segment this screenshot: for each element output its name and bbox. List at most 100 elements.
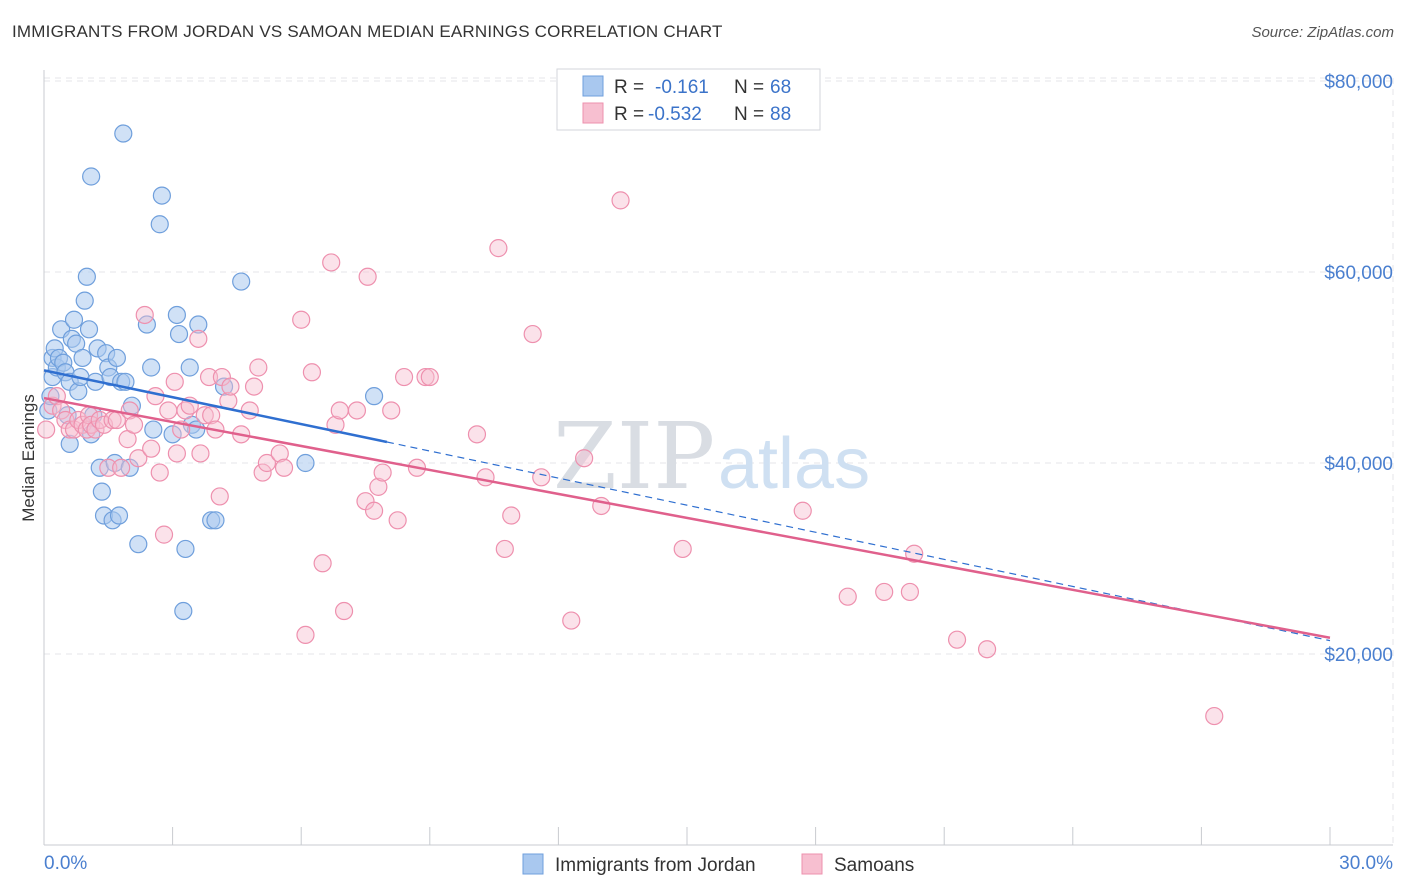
data-point-jordan (174, 601, 193, 621)
data-point-jordan (73, 348, 92, 368)
data-point-samoans (191, 444, 210, 463)
data-point-samoans (322, 253, 341, 272)
bottom-legend: Immigrants from Jordan Samoans (522, 853, 914, 876)
data-point-samoans (495, 539, 514, 559)
data-point-samoans (388, 511, 407, 530)
data-point-jordan (189, 315, 208, 334)
data-point-samoans (195, 406, 214, 425)
data-point-samoans (257, 453, 277, 473)
data-point-jordan (92, 482, 111, 501)
data-point-samoans (249, 358, 268, 377)
trend-line-jordan (43, 369, 388, 444)
trend-lines (43, 369, 1331, 642)
legend-n-value-samoans: 88 (770, 104, 791, 125)
data-point-jordan (64, 310, 84, 329)
x-tick-labels: 0.0% 30.0% (44, 853, 1393, 874)
x-tick-label-max: 30.0% (1339, 853, 1393, 874)
axes (43, 70, 1393, 846)
data-point-samoans (977, 640, 997, 659)
data-point-samoans (142, 439, 161, 458)
bottom-legend-swatch-samoans (801, 853, 823, 875)
data-point-jordan (144, 420, 163, 439)
data-point-samoans (112, 458, 131, 477)
legend-r-value-jordan: -0.161 (655, 77, 709, 98)
data-point-samoans (189, 329, 208, 348)
data-point-jordan (163, 425, 182, 444)
data-point-jordan (109, 506, 129, 525)
data-point-jordan (169, 324, 189, 344)
data-point-samoans (502, 506, 521, 525)
data-point-jordan (60, 434, 79, 453)
legend: R = -0.161 N = 68 R = -0.532 N = 88 (556, 68, 821, 131)
data-point-samoans (274, 458, 294, 477)
data-point-samoans (467, 425, 487, 444)
legend-n-label-jordan: N = (734, 77, 764, 98)
x-tick-label-min: 0.0% (44, 853, 87, 874)
data-point-samoans (64, 420, 84, 439)
data-point-jordan (167, 305, 186, 325)
data-point-samoans (347, 401, 367, 420)
data-point-jordan (82, 167, 101, 186)
data-point-samoans (244, 377, 264, 396)
data-point-samoans (330, 401, 349, 420)
bottom-legend-label-jordan: Immigrants from Jordan (555, 855, 756, 876)
data-point-samoans (240, 401, 259, 420)
data-point-samoans (135, 305, 154, 325)
data-point-jordan (77, 267, 96, 286)
data-point-samoans (793, 501, 812, 520)
data-point-samoans (358, 267, 377, 286)
legend-swatch-jordan (582, 75, 604, 97)
data-point-samoans (270, 444, 289, 463)
gridlines (44, 77, 1394, 845)
data-point-jordan (176, 539, 195, 559)
data-point-samoans (150, 463, 169, 482)
data-point-samoans (154, 525, 174, 544)
data-point-jordan (79, 320, 99, 339)
data-point-samoans (373, 463, 392, 482)
data-point-samoans (489, 239, 508, 258)
legend-n-label-samoans: N = (734, 104, 764, 125)
data-point-samoans (210, 487, 229, 506)
legend-r-label-samoans: R = (614, 104, 644, 125)
y-axis-label: Median Earnings (19, 394, 38, 522)
watermark-atlas: atlas (718, 424, 870, 504)
data-point-samoans (86, 420, 105, 439)
data-point-samoans (532, 468, 551, 487)
data-point-jordan (180, 358, 199, 377)
data-point-samoans (611, 191, 630, 210)
watermark: ZIP atlas (553, 403, 870, 510)
data-point-samoans (394, 367, 414, 387)
y-tick-label: $40,000 (1324, 454, 1393, 475)
data-point-samoans (124, 415, 144, 434)
data-point-jordan (129, 535, 148, 554)
data-point-jordan (296, 453, 315, 473)
data-point-samoans (416, 367, 435, 387)
y-tick-label: $80,000 (1324, 72, 1393, 93)
data-point-samoans (575, 449, 594, 468)
data-point-samoans (673, 539, 692, 559)
data-point-samoans (476, 468, 495, 487)
data-point-samoans (99, 458, 118, 477)
data-point-samoans (313, 554, 332, 573)
data-point-samoans (167, 444, 186, 463)
data-point-samoans (129, 449, 148, 468)
data-point-jordan (232, 272, 251, 291)
data-point-samoans (562, 611, 581, 630)
data-point-jordan (150, 215, 169, 234)
legend-r-label-jordan: R = (614, 77, 644, 98)
data-point-samoans (905, 544, 924, 563)
data-point-jordan (107, 348, 126, 368)
data-point-jordan (206, 511, 225, 530)
data-point-samoans (326, 415, 345, 434)
data-point-jordan (75, 291, 94, 310)
chart-title: IMMIGRANTS FROM JORDAN VS SAMOAN MEDIAN … (12, 22, 723, 41)
data-point-samoans (369, 477, 388, 496)
trend-line-jordan-extrapolated (386, 441, 1331, 642)
legend-swatch-samoans (582, 102, 604, 124)
trend-line-samoans (43, 396, 1331, 639)
data-point-jordan (364, 387, 384, 406)
data-point-samoans (838, 587, 857, 606)
watermark-zip: ZIP (553, 403, 715, 510)
y-tick-label: $60,000 (1324, 263, 1393, 284)
